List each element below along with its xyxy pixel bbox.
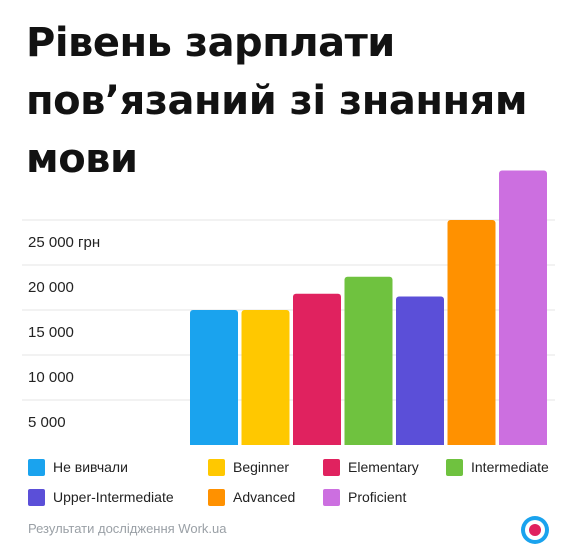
legend-label: Upper-Intermediate (53, 489, 174, 505)
y-tick-label: 10 000 (28, 369, 74, 386)
legend-swatch (323, 458, 340, 476)
bar-elementary (293, 293, 341, 445)
legend-label: Proficient (348, 489, 407, 505)
legend-label: Не вивчали (53, 459, 128, 475)
work-ua-target-icon (521, 516, 549, 544)
y-tick-label: 5 000 (28, 414, 66, 431)
legend-label: Elementary (348, 459, 419, 475)
legend-row: Upper-Intermediate Advanced Proficient (28, 486, 568, 516)
legend-swatch (208, 488, 225, 506)
legend-label: Intermediate (471, 459, 549, 475)
legend: Не вивчали Beginner Elementary Intermediate… (28, 456, 568, 516)
legend-item: Upper-Intermediate (28, 486, 174, 508)
bar-proficient (499, 170, 547, 445)
bar-base (344, 441, 393, 445)
chart-title: Рівень зарплати пов’язаний зі знанням мо… (26, 14, 566, 188)
legend-swatch (28, 458, 45, 476)
bar-intermediate (344, 276, 393, 445)
legend-swatch (446, 458, 463, 476)
title-line: пов’язаний зі знанням (26, 78, 528, 124)
bar-upper-intermediate (396, 296, 444, 445)
legend-swatch (323, 488, 340, 506)
bar-advanced (447, 220, 496, 445)
legend-row: Не вивчали Beginner Elementary Intermediate (28, 456, 568, 486)
legend-swatch (28, 488, 45, 506)
legend-label: Beginner (233, 459, 290, 475)
bar-base (499, 441, 547, 445)
bar-не-вивчали (190, 310, 238, 445)
title-line: Рівень зарплати (26, 20, 395, 66)
y-tick-label: 20 000 (28, 279, 74, 296)
y-tick-label: 25 000 грн (28, 234, 100, 251)
bar-base (293, 441, 341, 445)
bar-base (447, 441, 496, 445)
legend-item: Elementary (323, 456, 419, 478)
legend-item: Advanced (208, 486, 295, 508)
legend-label: Advanced (233, 489, 296, 505)
source-note: Результати дослідження Work.ua (28, 521, 227, 536)
bar-chart: 5 000 10 000 15 000 20 000 25 000 грн (22, 170, 555, 445)
title-line: мови (26, 136, 138, 182)
legend-swatch (208, 458, 225, 476)
bar-beginner (241, 310, 290, 445)
bar-base (241, 441, 290, 445)
bar-base (396, 441, 444, 445)
y-tick-label: 15 000 (28, 324, 74, 341)
legend-item: Не вивчали (28, 456, 128, 478)
legend-item: Intermediate (446, 456, 549, 478)
bar-base (190, 441, 238, 445)
legend-item: Beginner (208, 456, 289, 478)
legend-item: Proficient (323, 486, 406, 508)
